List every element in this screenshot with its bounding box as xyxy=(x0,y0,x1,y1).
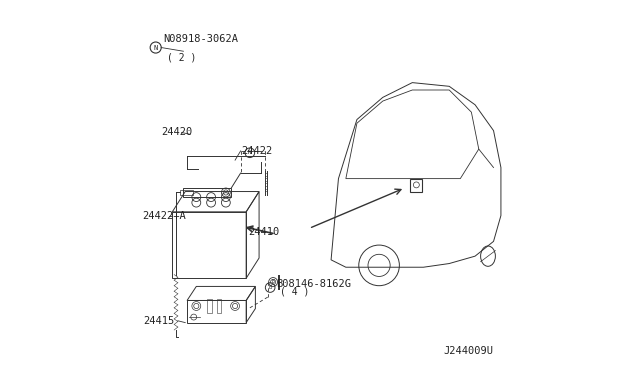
Text: N: N xyxy=(248,150,252,155)
Text: B: B xyxy=(271,279,275,285)
Text: 24422+A: 24422+A xyxy=(142,211,186,221)
Text: J244009U: J244009U xyxy=(444,346,493,356)
Text: B: B xyxy=(269,285,272,290)
Text: N08918-3062A: N08918-3062A xyxy=(163,34,238,44)
Text: ( 2 ): ( 2 ) xyxy=(167,52,196,62)
Text: 24410: 24410 xyxy=(248,227,279,237)
Text: 24415: 24415 xyxy=(143,316,175,326)
Text: B08146-8162G: B08146-8162G xyxy=(276,279,351,289)
Text: ( 4 ): ( 4 ) xyxy=(280,286,310,296)
Text: 24422: 24422 xyxy=(241,146,273,156)
Text: N: N xyxy=(154,45,158,51)
Text: 24420: 24420 xyxy=(161,128,193,138)
